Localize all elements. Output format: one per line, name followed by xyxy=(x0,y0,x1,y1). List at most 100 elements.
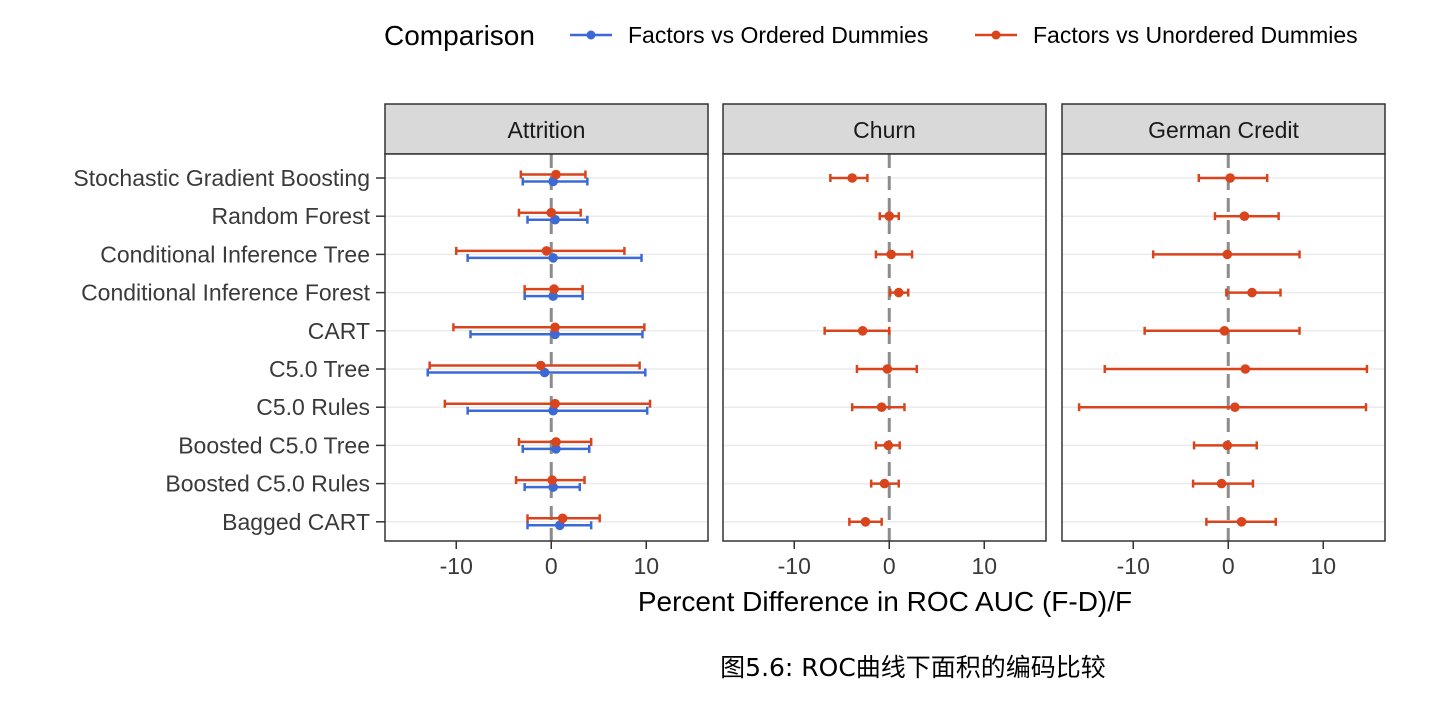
errorbar-stochastic-gradient-boosting xyxy=(519,169,587,180)
legend-label: Factors vs Unordered Dummies xyxy=(1033,22,1358,48)
point-estimate xyxy=(847,173,857,183)
y-tick-label-cart: CART xyxy=(308,318,370,344)
errorbar-conditional-inference-forest xyxy=(523,284,584,294)
x-axis-title: Percent Difference in ROC AUC (F-D)/F xyxy=(638,586,1132,617)
panel-border xyxy=(1061,153,1386,542)
errorbar-cart xyxy=(823,326,891,336)
x-tick-label: 0 xyxy=(1222,553,1235,579)
point-estimate xyxy=(860,517,871,527)
point-estimate xyxy=(550,398,560,409)
point-estimate xyxy=(1216,478,1227,489)
legend-label: Factors vs Ordered Dummies xyxy=(628,22,928,48)
panel-strip xyxy=(722,103,1047,155)
errorbar-c5-0-tree xyxy=(426,367,647,378)
legend-entry-factors-vs-ordered-dummies: Factors vs Ordered Dummies xyxy=(570,22,928,48)
point-estimate xyxy=(876,402,887,413)
x-tick-label: 10 xyxy=(1310,553,1336,579)
point-estimate xyxy=(893,287,904,298)
errorbar-conditional-inference-forest xyxy=(523,291,584,301)
panel-title: German Credit xyxy=(1148,117,1299,143)
y-tick-label-boosted-c5-0-rules: Boosted C5.0 Rules xyxy=(165,471,370,497)
point-estimate xyxy=(546,207,557,218)
errorbar-bagged-cart xyxy=(848,517,883,527)
panel-border xyxy=(384,153,709,542)
point-estimate xyxy=(551,169,561,180)
legend: Comparison Factors vs Ordered Dummies Fact… xyxy=(384,20,1358,51)
point-estimate xyxy=(1219,326,1230,336)
errorbar-conditional-inference-tree xyxy=(874,249,914,260)
panel-attrition: Attrition -10 0 10 xyxy=(384,103,709,579)
point-estimate xyxy=(1239,211,1250,221)
panel-churn: Churn -10 0 10 xyxy=(722,103,1047,579)
y-tick-label-boosted-c5-0-tree: Boosted C5.0 Tree xyxy=(178,432,370,458)
errorbar-boosted-c5-0-tree xyxy=(521,444,591,454)
y-tick-label-c5-0-rules: C5.0 Rules xyxy=(256,394,370,420)
series-factors-vs-unordered-dummies xyxy=(428,169,652,524)
point-estimate xyxy=(536,360,546,371)
x-tick-label: 0 xyxy=(545,553,558,579)
point-estimate xyxy=(551,437,561,447)
errorbar-c5-0-rules xyxy=(1077,402,1368,413)
x-tick-label: 10 xyxy=(971,553,997,579)
panel-strip xyxy=(384,103,709,155)
x-tick-label: -10 xyxy=(440,553,473,579)
point-estimate xyxy=(548,253,558,263)
panel-title: Attrition xyxy=(508,117,586,143)
errorbar-random-forest xyxy=(1213,211,1280,221)
x-tick-label: -10 xyxy=(1117,553,1150,579)
errorbar-random-forest xyxy=(517,207,582,218)
series-factors-vs-unordered-dummies xyxy=(823,173,919,527)
y-tick-label-c5-0-tree: C5.0 Tree xyxy=(269,356,370,382)
errorbar-boosted-c5-0-tree xyxy=(517,437,593,447)
errorbar-c5-0-rules xyxy=(443,398,652,409)
point-estimate xyxy=(557,513,568,524)
point-estimate xyxy=(548,482,558,492)
errorbar-c5-0-tree xyxy=(1103,364,1369,374)
point-estimate xyxy=(1222,440,1233,451)
errorbar-boosted-c5-0-tree xyxy=(1192,440,1258,451)
errorbar-boosted-c5-0-rules xyxy=(514,475,586,485)
point-estimate xyxy=(1230,402,1240,413)
errorbar-random-forest xyxy=(526,214,589,225)
errorbar-cart xyxy=(469,329,644,340)
errorbar-conditional-inference-tree xyxy=(455,246,626,256)
errorbar-c5-0-tree xyxy=(428,360,641,371)
point-estimate xyxy=(886,249,896,260)
errorbar-random-forest xyxy=(878,211,900,221)
point-estimate xyxy=(1236,517,1247,527)
x-tick-label: -10 xyxy=(778,553,811,579)
point-estimate xyxy=(539,367,550,378)
errorbar-conditional-inference-forest xyxy=(1225,287,1282,298)
point-estimate xyxy=(883,440,894,451)
errorbar-conditional-inference-tree xyxy=(1151,249,1301,260)
point-estimate xyxy=(1222,249,1233,260)
point-estimate xyxy=(550,329,560,340)
point-estimate xyxy=(884,211,895,221)
point-estimate xyxy=(541,246,552,256)
y-tick-label-conditional-inference-tree: Conditional Inference Tree xyxy=(100,241,370,267)
panel-title: Churn xyxy=(853,117,916,143)
errorbar-bagged-cart xyxy=(1205,517,1277,527)
y-tick-label-bagged-cart: Bagged CART xyxy=(222,509,370,535)
errorbar-c5-0-tree xyxy=(855,364,919,374)
errorbar-boosted-c5-0-rules xyxy=(523,482,581,492)
errorbar-boosted-c5-0-rules xyxy=(869,478,900,489)
errorbar-conditional-inference-tree xyxy=(466,253,643,263)
legend-entry-factors-vs-unordered-dummies: Factors vs Unordered Dummies xyxy=(975,22,1358,48)
point-estimate xyxy=(551,444,561,454)
panel-plot-area xyxy=(1062,154,1385,541)
point-estimate xyxy=(1240,364,1251,374)
series-factors-vs-unordered-dummies xyxy=(1077,173,1369,527)
legend-title: Comparison xyxy=(384,20,535,51)
errorbar-cart xyxy=(1143,326,1301,336)
errorbar-bagged-cart xyxy=(526,513,601,524)
panel-strip xyxy=(1061,103,1386,155)
legend-key-point xyxy=(991,30,1001,40)
point-estimate xyxy=(547,475,557,485)
panel-border xyxy=(722,153,1047,542)
figure-caption: 图5.6: ROC曲线下面积的编码比较 xyxy=(720,653,1106,682)
errorbar-boosted-c5-0-tree xyxy=(874,440,901,451)
point-estimate xyxy=(1225,173,1235,183)
y-tick-label-stochastic-gradient-boosting: Stochastic Gradient Boosting xyxy=(73,165,370,191)
